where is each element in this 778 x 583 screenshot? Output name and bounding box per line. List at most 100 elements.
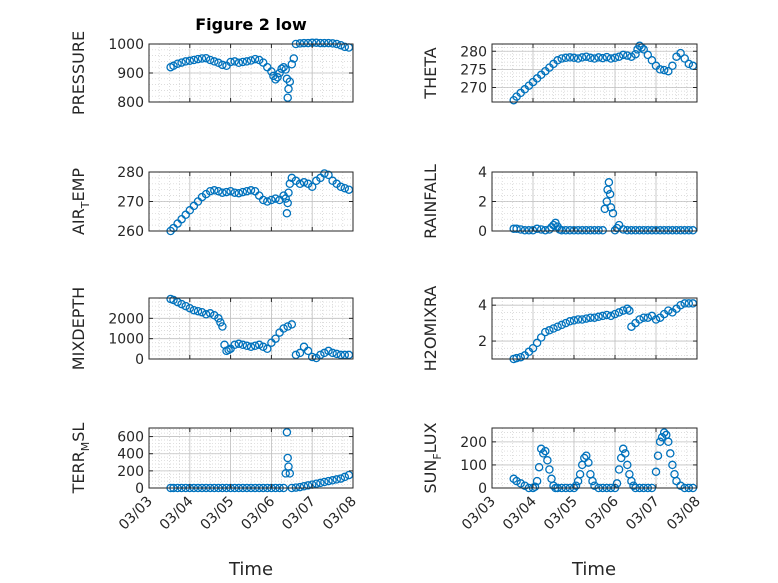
y-tick-label: 0 xyxy=(478,224,487,240)
data-point xyxy=(676,481,685,490)
data-point xyxy=(242,186,252,196)
data-point xyxy=(606,54,616,63)
panel-mixdepth: 0 1000 2000 MIXDEPTH xyxy=(69,287,354,370)
y-tick-label: 2 xyxy=(478,334,487,350)
data-point xyxy=(536,444,546,454)
data-point xyxy=(557,54,566,63)
data-point xyxy=(594,312,603,322)
data-point xyxy=(598,226,607,235)
data-point xyxy=(336,182,346,192)
data-point xyxy=(316,38,325,48)
data-point xyxy=(271,334,280,343)
data-point xyxy=(254,340,264,350)
data-point xyxy=(205,186,215,196)
data-point xyxy=(565,53,575,62)
data-point xyxy=(618,50,628,60)
y-tick-label: 275 xyxy=(460,62,487,78)
y-tick-label: 270 xyxy=(117,195,144,211)
data-point xyxy=(282,74,292,84)
data-point xyxy=(516,225,525,234)
y-axis-label: THETA xyxy=(421,47,440,99)
data-point xyxy=(295,482,305,492)
data-point xyxy=(639,45,648,54)
data-point xyxy=(582,314,591,323)
data-point xyxy=(197,307,207,317)
data-point xyxy=(214,58,223,68)
data-point xyxy=(516,352,525,362)
y-tick-label: 0 xyxy=(478,481,487,497)
data-point xyxy=(625,306,634,315)
data-point xyxy=(283,322,292,331)
panel-pressure: 800 900 1000 PRESSURE xyxy=(69,31,354,115)
data-point xyxy=(512,476,521,486)
data-point xyxy=(512,353,521,363)
data-point xyxy=(571,481,581,490)
y-axis-label: PRESSURE xyxy=(69,31,88,115)
data-point xyxy=(532,476,542,486)
data-point xyxy=(588,476,597,486)
data-point xyxy=(598,53,607,63)
data-point xyxy=(282,428,292,437)
x-tick-label: 03/08 xyxy=(664,494,704,534)
data-point xyxy=(590,54,599,63)
data-point xyxy=(614,52,624,61)
data-point xyxy=(289,54,299,63)
data-point xyxy=(545,465,554,474)
data-point xyxy=(520,481,530,490)
data-point xyxy=(528,343,538,353)
data-point xyxy=(618,444,628,454)
data-point xyxy=(258,342,268,352)
y-tick-label: 0 xyxy=(135,481,144,497)
x-tick-label: 03/05 xyxy=(541,494,581,534)
data-point xyxy=(281,65,290,74)
data-point xyxy=(577,315,587,324)
y-tick-label: 1000 xyxy=(108,332,144,348)
data-point xyxy=(582,226,591,235)
data-point xyxy=(218,60,227,70)
data-point xyxy=(676,226,685,235)
data-point xyxy=(676,48,685,58)
data-point xyxy=(569,316,579,325)
data-point xyxy=(281,469,290,478)
data-point xyxy=(541,327,550,337)
data-point xyxy=(561,226,571,235)
data-point xyxy=(295,179,305,189)
data-point xyxy=(612,479,622,488)
data-point xyxy=(181,57,190,66)
data-point xyxy=(657,432,667,442)
data-point xyxy=(234,188,244,198)
data-point xyxy=(222,187,231,197)
data-point xyxy=(324,38,333,48)
data-point xyxy=(234,58,244,68)
data-point xyxy=(606,311,616,321)
data-point xyxy=(246,56,256,65)
data-point xyxy=(218,322,227,331)
data-point xyxy=(283,198,292,208)
data-point xyxy=(324,346,333,356)
data-point xyxy=(532,338,542,348)
data-point xyxy=(631,226,640,235)
data-point xyxy=(285,469,295,478)
data-point xyxy=(205,309,215,318)
data-point xyxy=(553,56,562,65)
data-point xyxy=(169,61,178,71)
data-point xyxy=(573,315,583,324)
data-point xyxy=(284,188,293,197)
data-point xyxy=(242,57,252,66)
y-tick-label: 2 xyxy=(478,195,487,211)
data-point xyxy=(528,226,538,235)
data-point xyxy=(263,197,272,206)
data-point xyxy=(271,194,280,203)
y-tick-label: 270 xyxy=(460,81,487,97)
data-point xyxy=(303,38,313,48)
data-point xyxy=(273,73,282,82)
axes-box xyxy=(491,297,698,360)
data-point xyxy=(549,481,558,490)
data-point xyxy=(653,451,663,460)
data-point xyxy=(332,475,341,484)
data-point xyxy=(295,39,305,48)
data-point xyxy=(594,53,603,62)
data-point xyxy=(605,189,615,199)
x-tick-label: 03/08 xyxy=(320,494,360,534)
